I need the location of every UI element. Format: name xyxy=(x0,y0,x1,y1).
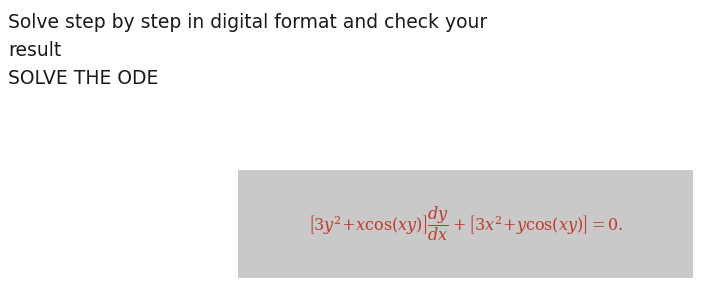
Text: Solve step by step in digital format and check your: Solve step by step in digital format and… xyxy=(8,13,487,32)
FancyBboxPatch shape xyxy=(238,170,693,278)
Text: $\left[3y^2\!+\!x\cos(xy)\right]\dfrac{dy}{dx}+\left[3x^2\!+\!y\cos(xy)\right]=0: $\left[3y^2\!+\!x\cos(xy)\right]\dfrac{d… xyxy=(308,205,623,244)
Text: result: result xyxy=(8,41,61,60)
Text: SOLVE THE ODE: SOLVE THE ODE xyxy=(8,69,158,88)
